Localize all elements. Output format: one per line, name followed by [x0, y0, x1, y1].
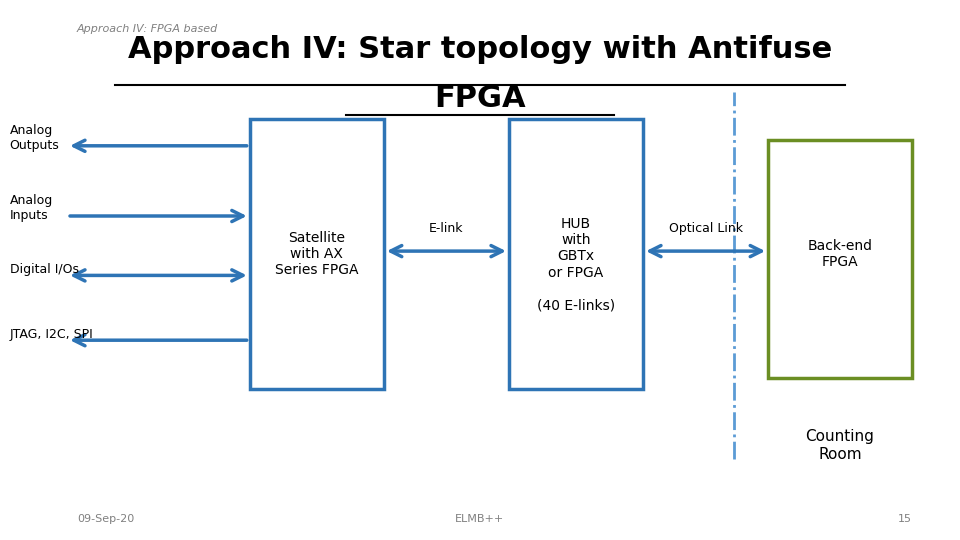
Text: Analog
Inputs: Analog Inputs — [10, 194, 53, 222]
Text: ELMB++: ELMB++ — [455, 514, 505, 524]
FancyBboxPatch shape — [250, 119, 384, 389]
FancyBboxPatch shape — [768, 140, 912, 378]
Text: Approach IV: FPGA based: Approach IV: FPGA based — [77, 24, 218, 35]
Text: Counting
Room: Counting Room — [805, 429, 875, 462]
Text: Back-end
FPGA: Back-end FPGA — [807, 239, 873, 269]
Text: JTAG, I2C, SPI: JTAG, I2C, SPI — [10, 328, 93, 341]
Text: Analog
Outputs: Analog Outputs — [10, 124, 60, 152]
Text: Satellite
with AX
Series FPGA: Satellite with AX Series FPGA — [276, 231, 358, 277]
Text: 15: 15 — [898, 514, 912, 524]
Text: E-link: E-link — [429, 222, 464, 235]
Text: Digital I/Os: Digital I/Os — [10, 264, 79, 276]
FancyBboxPatch shape — [509, 119, 643, 389]
Text: FPGA: FPGA — [434, 84, 526, 113]
Text: Optical Link: Optical Link — [668, 222, 743, 235]
Text: HUB
with
GBTx
or FPGA

(40 E-links): HUB with GBTx or FPGA (40 E-links) — [537, 217, 615, 312]
Text: Approach IV: Star topology with Antifuse: Approach IV: Star topology with Antifuse — [128, 35, 832, 64]
Text: 09-Sep-20: 09-Sep-20 — [77, 514, 134, 524]
